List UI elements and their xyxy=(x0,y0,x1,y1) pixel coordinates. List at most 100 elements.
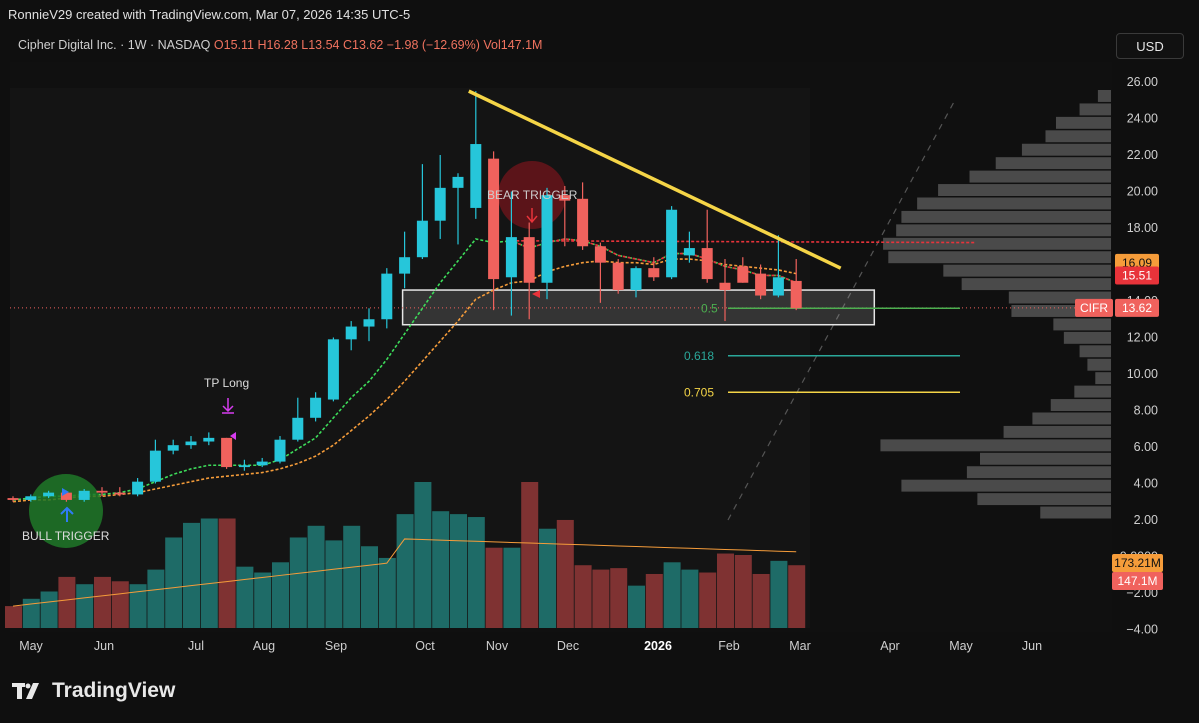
projection-line xyxy=(727,99,956,521)
volume-bar xyxy=(770,560,788,628)
candle-body xyxy=(381,273,393,320)
candle-body xyxy=(132,481,144,495)
candle-body xyxy=(96,490,108,493)
price-tag-last-bg xyxy=(1115,298,1159,317)
candle-body xyxy=(683,248,695,256)
volume-profile-bar xyxy=(1040,506,1111,519)
volume-bar xyxy=(663,562,681,628)
candle-body xyxy=(203,437,215,442)
candle-body xyxy=(256,461,268,466)
trendline xyxy=(468,89,842,270)
y-axis-tick-label: 2.00 xyxy=(1134,513,1158,527)
volume-profile-bar xyxy=(1095,372,1111,385)
tradingview-logo[interactable]: TradingView xyxy=(12,679,175,703)
volume-profile-bar xyxy=(1079,345,1111,358)
candle-body xyxy=(790,280,802,309)
symbol-legend[interactable]: Cipher Digital Inc. · 1W · NASDAQ O15.11… xyxy=(18,38,542,52)
candle-body xyxy=(630,268,642,291)
y-axis-tick-label: 8.00 xyxy=(1134,404,1158,418)
x-axis-tick-label: Oct xyxy=(415,639,435,653)
volume-profile-bar xyxy=(977,493,1111,506)
y-axis-tick-label: 20.00 xyxy=(1127,185,1158,199)
watermark-header: RonnieV29 created with TradingView.com, … xyxy=(8,7,411,22)
bear-arrow-icon xyxy=(526,208,538,224)
volume-bar xyxy=(76,584,94,628)
volume-bar xyxy=(307,525,325,628)
candle-body xyxy=(559,195,571,201)
volume-bar xyxy=(432,511,450,628)
candle-body xyxy=(114,492,126,495)
volume-bar xyxy=(681,569,699,628)
volume-bar xyxy=(94,576,111,628)
bull-arrow-icon xyxy=(60,506,74,522)
tp-long-label: TP Long xyxy=(204,376,249,390)
volume-bar xyxy=(539,528,556,628)
volume-bar xyxy=(325,540,343,628)
currency-button[interactable]: USD xyxy=(1116,33,1184,59)
volume-bar xyxy=(58,576,76,628)
candle-body xyxy=(238,465,250,468)
y-axis-tick-label: 6.00 xyxy=(1134,440,1158,454)
volume-profile-bar xyxy=(980,452,1111,465)
volume-profile-bar xyxy=(1011,305,1111,317)
volume-bar xyxy=(734,555,752,628)
volume-profile-bar xyxy=(1045,130,1111,143)
legend-low: L13.54 xyxy=(301,38,340,52)
volume-profile-bar xyxy=(1087,358,1111,371)
volume-profile-bar xyxy=(896,224,1111,237)
candle-body xyxy=(310,397,322,418)
candle-body xyxy=(43,492,55,497)
candle-body xyxy=(737,266,749,283)
volume-bar xyxy=(717,553,734,628)
candle-body xyxy=(648,268,660,278)
volume-profile-bar xyxy=(883,237,1111,250)
candle-body xyxy=(274,439,286,462)
y-axis-tick-label: 24.00 xyxy=(1127,112,1158,126)
volume-bar xyxy=(22,598,40,628)
volume-bar xyxy=(521,482,539,628)
volume-profile-bar xyxy=(1003,425,1111,438)
candle-body xyxy=(149,450,161,482)
volume-bar xyxy=(343,525,361,628)
candle-body xyxy=(416,220,428,258)
candle-body xyxy=(701,248,713,280)
price-tag-symbol: CIFR xyxy=(1080,301,1108,315)
volume-bar xyxy=(556,519,574,628)
volume-ma-line xyxy=(12,538,797,607)
fib-level-0.705-label: 0.705 xyxy=(684,385,714,399)
ema-slow-line xyxy=(12,258,797,503)
bear-trigger-label: BEAR TRIGGER xyxy=(487,188,578,202)
candle-body xyxy=(505,237,517,278)
candle-body xyxy=(25,496,37,500)
volume-bar xyxy=(592,569,610,628)
volume-bar xyxy=(628,585,645,628)
y-axis-tick-label: 18.00 xyxy=(1127,221,1158,235)
y-axis-tick-label: 26.00 xyxy=(1127,75,1158,89)
volume-tag-last-bg xyxy=(1112,572,1163,590)
volume-bar xyxy=(788,565,806,628)
volume-tag-ma: 173.21M xyxy=(1114,556,1161,570)
y-axis-tick-label: 10.00 xyxy=(1127,367,1158,381)
candle-body xyxy=(755,273,767,296)
volume-profile-bar xyxy=(995,157,1111,170)
volume-bar xyxy=(183,522,200,628)
price-tag-ema-fast-bg xyxy=(1115,266,1159,285)
volume-profile-bar xyxy=(888,251,1111,264)
legend-change: −1.98 (−12.69%) xyxy=(386,38,480,52)
volume-bar xyxy=(129,584,147,628)
volume-bar xyxy=(5,606,22,628)
x-axis-tick-label: Dec xyxy=(557,639,579,653)
bull-trigger-label: BULL TRIGGER xyxy=(22,529,110,543)
x-axis-tick-label: Aug xyxy=(253,639,275,653)
volume-profile-bar xyxy=(1021,143,1111,156)
volume-tag-last: 147.1M xyxy=(1117,574,1157,588)
price-tag-symbol-bg xyxy=(1075,298,1113,317)
volume-profile-bar xyxy=(901,210,1111,223)
candle-body xyxy=(719,282,731,291)
candle-body xyxy=(666,209,678,278)
bear-signal-icon xyxy=(532,290,540,298)
volume-bar xyxy=(450,514,467,628)
x-axis-tick-label: May xyxy=(949,639,973,653)
fib-level-0.5-label: 0.5 xyxy=(701,301,718,315)
